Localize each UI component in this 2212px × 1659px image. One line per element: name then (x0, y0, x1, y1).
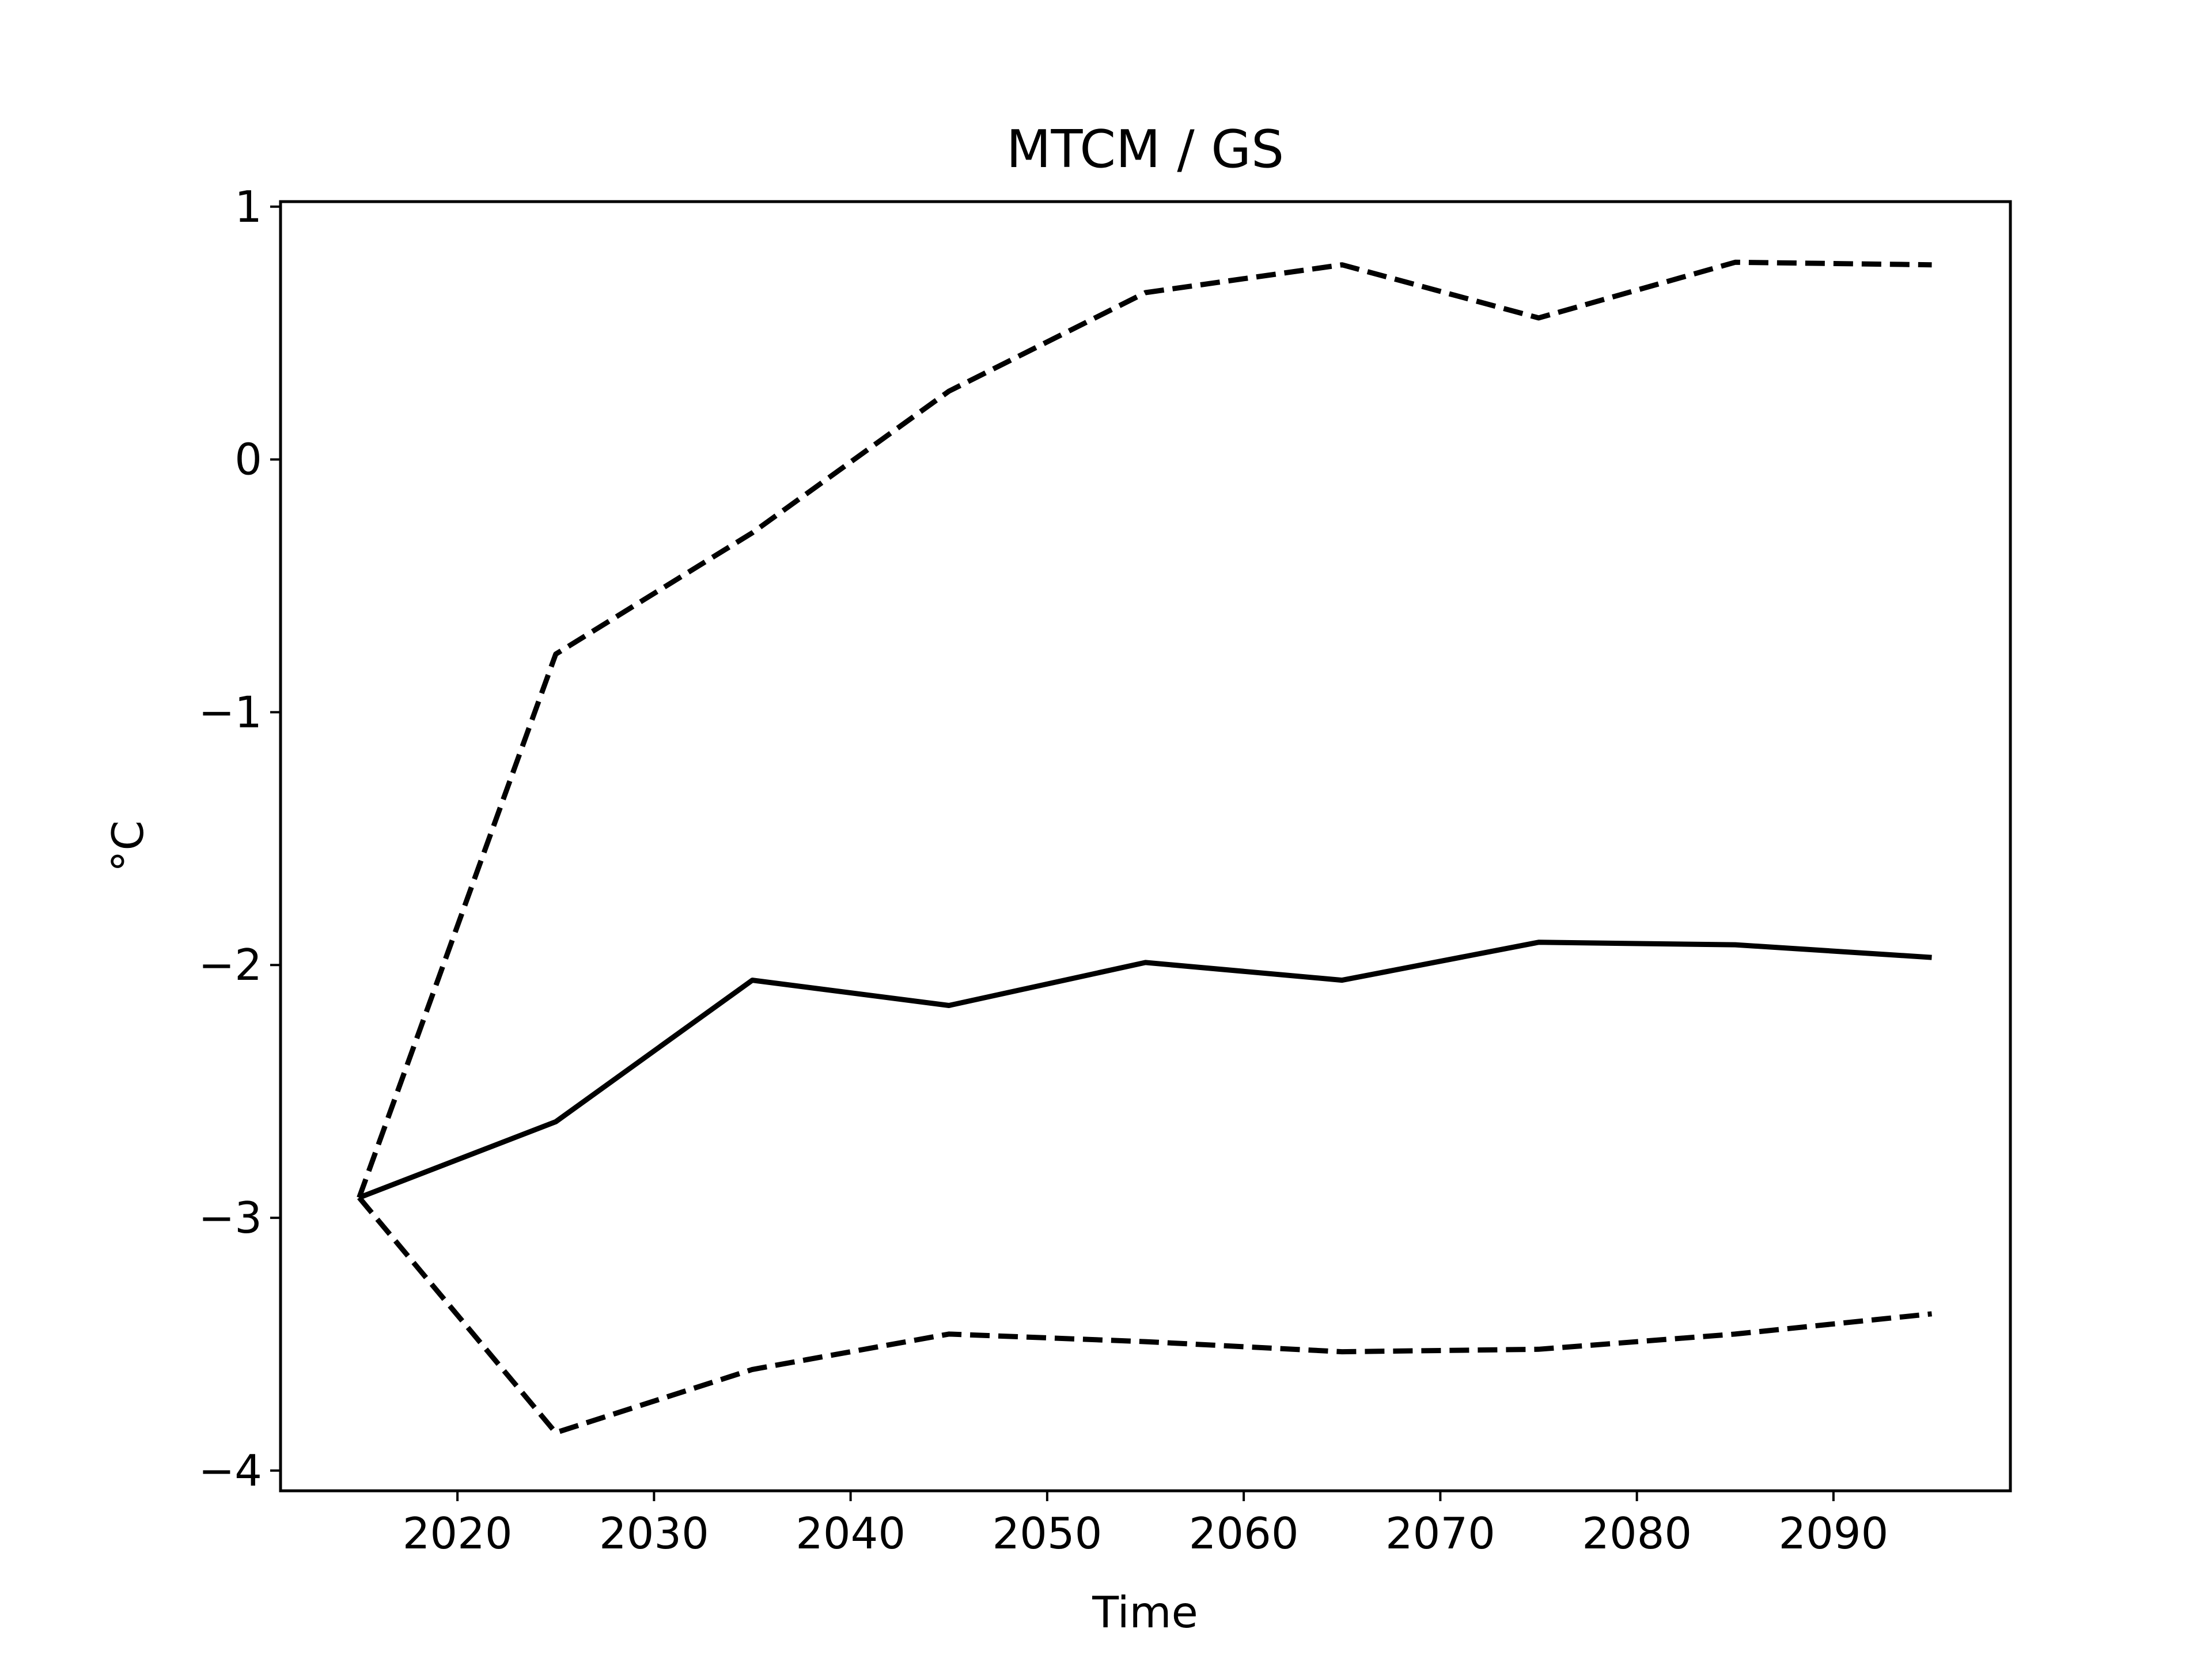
plot-frame (279, 200, 2012, 1493)
x-tick-label: 2070 (1385, 1508, 1495, 1559)
y-axis-label: °C (103, 820, 153, 872)
y-axis: 1 0 −1 −2 −3 −4 (198, 181, 281, 1496)
series-line-2 (357, 259, 1932, 1199)
y-tick-label: 0 (234, 434, 262, 485)
x-tick-label: 2020 (403, 1508, 513, 1559)
y-tick-label: 1 (234, 181, 262, 232)
y-tick-label: −1 (198, 687, 262, 737)
x-tick-label: 2050 (992, 1508, 1102, 1559)
y-tick-label: −2 (198, 940, 262, 990)
x-axis-label: Time (1092, 1587, 1198, 1638)
x-tick-label: 2040 (796, 1508, 906, 1559)
x-tick-label: 2080 (1582, 1508, 1692, 1559)
y-tick-label: −4 (198, 1445, 262, 1496)
series-line-1 (358, 940, 1932, 1200)
x-axis: 2020 2030 2040 2050 2060 2070 2080 2090 (403, 1491, 1888, 1559)
x-tick-label: 2030 (599, 1508, 709, 1559)
x-tick-label: 2090 (1778, 1508, 1888, 1559)
x-tick-label: 2060 (1189, 1508, 1299, 1559)
y-tick-label: −3 (198, 1192, 262, 1243)
plot-series (357, 259, 1932, 1435)
chart-title: MTCM / GS (1006, 119, 1284, 180)
series-line-3 (357, 1196, 1932, 1435)
